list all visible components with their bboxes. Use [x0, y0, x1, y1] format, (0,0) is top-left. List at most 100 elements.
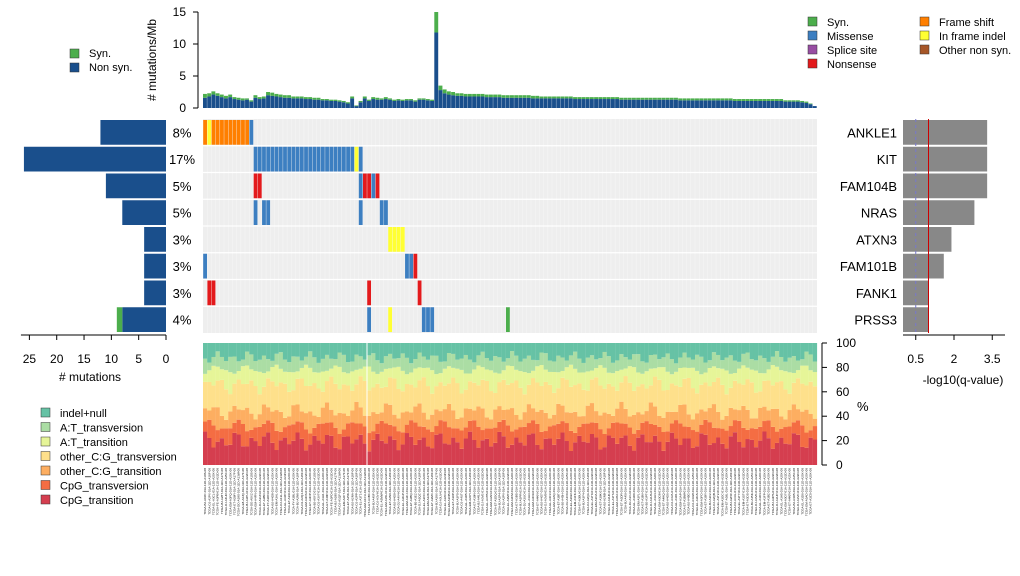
spectrum-segment — [287, 444, 292, 465]
spectrum-segment — [425, 446, 431, 465]
spectrum-segment — [203, 373, 208, 382]
spectrum-segment — [753, 447, 759, 465]
spectrum-segment — [585, 371, 591, 391]
spectrum-segment — [388, 353, 393, 369]
qvalue-tick-label: 0.5 — [907, 352, 924, 366]
mutation-cell — [253, 146, 258, 172]
spectrum-segment — [358, 343, 363, 357]
tmb-bar-syn — [421, 98, 426, 100]
spectrum-segment — [711, 427, 717, 444]
spectrum-segment — [724, 448, 729, 465]
spectrum-segment — [505, 447, 511, 465]
tmb-bar-nonsyn — [526, 97, 531, 108]
spectrum-segment — [745, 367, 750, 380]
sample-id-label: TCGA-ET-A39K-01A-11D-A20X-08 — [598, 468, 602, 515]
tmb-bar-nonsyn — [510, 97, 514, 108]
sample-id-label: TCGA-EM-A3FQ-01A-11D-A20X-08 — [228, 468, 232, 516]
spectrum-segment — [804, 447, 809, 465]
spectrum-segment — [451, 428, 456, 438]
tmb-bar-nonsyn — [560, 98, 565, 108]
spectrum-segment — [484, 343, 490, 359]
spectrum-segment — [291, 372, 296, 391]
spectrum-segment — [770, 343, 776, 357]
spectrum-segment — [703, 343, 708, 363]
spectrum-segment — [308, 351, 313, 368]
spectrum-segment — [779, 370, 784, 382]
spectrum-segment — [812, 372, 818, 387]
sample-id-label: TCGA-EM-A3AL-01A-11D-A20X-08 — [275, 468, 279, 516]
spectrum-segment — [800, 343, 805, 360]
tmb-bar-nonsyn — [367, 100, 371, 108]
tmb-bar-nonsyn — [442, 93, 447, 108]
sample-id-label: TCGA-EM-A3SU-01A-11D-A22D-08 — [384, 468, 388, 516]
spectrum-segment — [299, 343, 305, 361]
tmb-bar-nonsyn — [501, 97, 506, 108]
spectrum-segment — [266, 343, 271, 360]
spectrum-segment — [758, 343, 763, 356]
tmb-bar-nonsyn — [800, 102, 805, 108]
spectrum-segment — [261, 343, 267, 356]
spectrum-segment — [552, 361, 557, 373]
spectrum-segment — [316, 362, 321, 373]
spectrum-segment — [745, 409, 750, 430]
spectrum-segment — [480, 408, 485, 431]
sample-id-label: TCGA-BJ-A3F4-01A-11D-A20X-08 — [582, 468, 586, 515]
tmb-bar-syn — [287, 95, 292, 98]
mutation-cell — [295, 146, 300, 172]
spectrum-segment — [623, 423, 628, 436]
sample-id-label: TCGA-EL-A3D1-01A-11D-A20X-08 — [674, 468, 678, 515]
sample-id-label: TCGA-EL-A3H1-01A-11D-A20X-08 — [321, 468, 325, 515]
sample-id-label: TCGA-EL-A3MY-01A-11D-A22D-08 — [506, 468, 510, 516]
spectrum-segment — [581, 389, 586, 417]
spectrum-segment — [472, 362, 477, 370]
spectrum-segment — [467, 373, 473, 382]
spectrum-segment — [324, 354, 330, 371]
spectrum-segment — [493, 372, 498, 393]
tmb-bar-nonsyn — [379, 99, 384, 108]
sample-id-label: TCGA-BJ-A3F2-01A-11D-A20X-08 — [708, 468, 712, 515]
sample-id-label: TCGA-ET-A3DR-01A-11D-A20X-08 — [619, 468, 623, 516]
spectrum-segment — [585, 357, 591, 372]
sample-id-label: TCGA-FE-A3PD-01A-11D-A22D-08 — [329, 468, 333, 516]
spectrum-segment — [770, 356, 776, 366]
spectrum-segment — [644, 388, 649, 412]
spectrum-segment — [451, 367, 456, 378]
spectrum-segment — [606, 372, 612, 384]
tmb-bar-syn — [585, 97, 590, 100]
tmb-bar-nonsyn — [358, 102, 363, 108]
spectrum-segment — [442, 421, 448, 444]
sample-id-label: TCGA-ET-A40P-01A-11D-A23N-08 — [325, 468, 329, 515]
tmb-bar-nonsyn — [245, 99, 249, 108]
spectrum-segment — [636, 437, 641, 465]
spectrum-segment — [341, 436, 347, 465]
spectrum-segment — [463, 427, 469, 439]
tmb-bar-nonsyn — [678, 100, 683, 108]
sample-id-label: TCGA-BJ-A45G-01A-11D-A25X-08 — [687, 468, 691, 515]
sample-id-label: TCGA-EL-A3TB-01A-11D-A22D-08 — [485, 468, 489, 515]
spectrum-segment — [594, 377, 599, 412]
tmb-bar-nonsyn — [438, 90, 443, 108]
spectrum-ylabel: % — [857, 399, 869, 414]
spectrum-segment — [261, 423, 267, 437]
spectrum-segment — [737, 343, 742, 362]
spectrum-segment — [240, 424, 246, 447]
spectrum-segment — [219, 415, 225, 429]
tmb-bar-nonsyn — [674, 99, 678, 108]
sample-id-label: TCGA-ET-A4KN-01A-11D-A25X-08 — [535, 468, 539, 515]
sample-id-label: TCGA-DJ-A2QA-01A-11D-A18F-08 — [586, 468, 590, 515]
variant-legend-swatch — [919, 44, 930, 55]
spectrum-segment — [413, 368, 418, 388]
tmb-bar-nonsyn — [556, 98, 561, 108]
mutation-cell — [375, 173, 380, 199]
spectrum-segment — [800, 365, 805, 384]
spectrum-segment — [257, 394, 262, 415]
tmb-bar-syn — [804, 101, 809, 103]
tmb-bar-nonsyn — [484, 97, 489, 108]
tmb-bar-nonsyn — [539, 98, 544, 108]
sample-id-label: TCGA-EL-A3GP-01A-11D-A20X-08 — [401, 468, 405, 516]
tmb-bar-syn — [665, 97, 670, 100]
tmb-bar-syn — [320, 99, 325, 101]
sample-id-label: TCGA-DJ-A3VB-01A-11D-A22D-08 — [544, 468, 548, 515]
spectrum-segment — [295, 378, 300, 405]
spectrum-segment — [573, 442, 578, 465]
